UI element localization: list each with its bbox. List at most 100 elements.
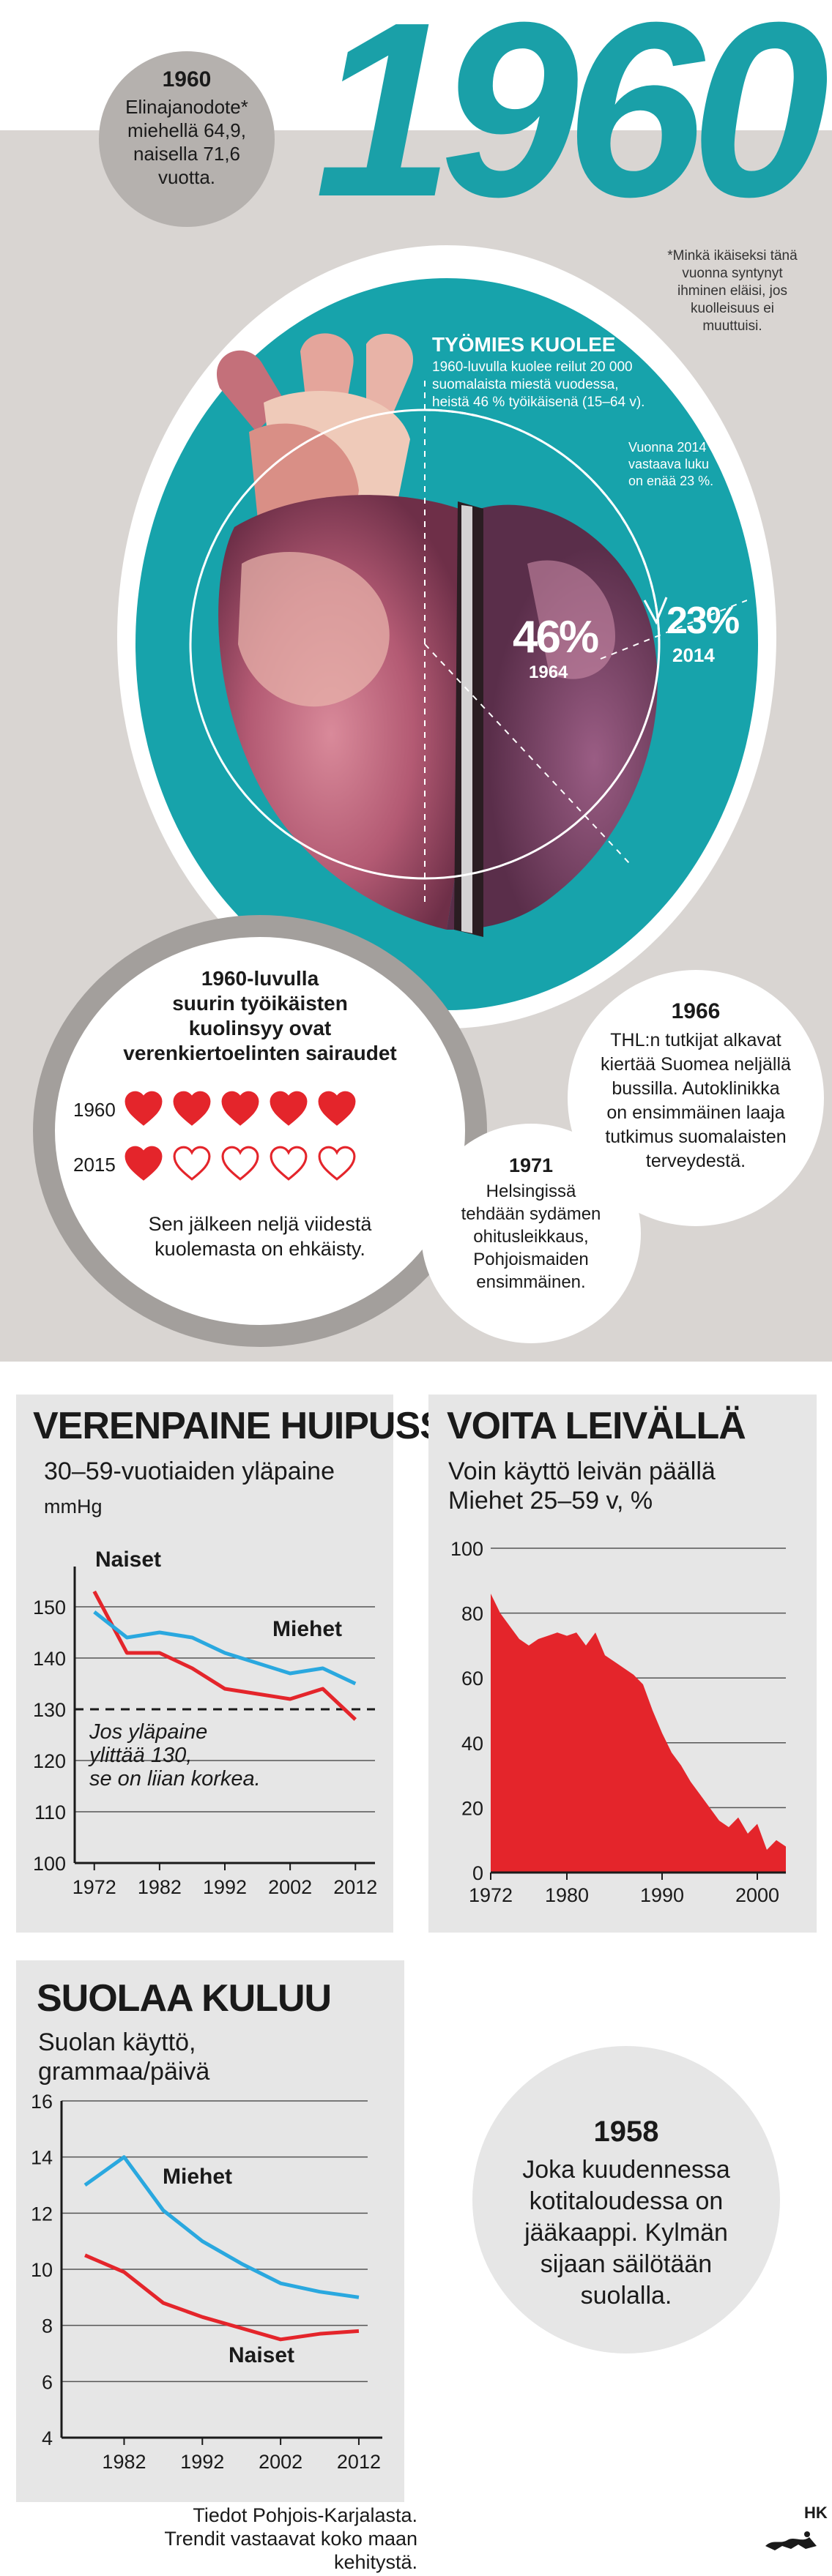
y-tick-label: 110 — [34, 1802, 66, 1823]
cause-footer-line: Sen jälkeen neljä viidestä — [148, 1213, 372, 1235]
heart-shape — [125, 1091, 163, 1126]
life-line: vuotta. — [157, 166, 216, 188]
bubble-line: ensimmäinen. — [476, 1272, 586, 1292]
bubble-1971-text: Helsingissä tehdään sydämen ohitusleikka… — [421, 1180, 641, 1293]
bubble-line: Pohjoismaiden — [473, 1250, 589, 1269]
life-expectancy-year: 1960 — [162, 67, 212, 92]
subtitle-line: Miehet 25–59 v, % — [448, 1487, 653, 1515]
blood-pressure-chart: 100 110 120 130 140 150 1972 1982 1992 2002 2012 Jo… — [33, 1548, 377, 1898]
x-tick-label: 1992 — [180, 2451, 224, 2473]
source-note: Tiedot Pohjois-Karjalasta. Trendit vasta… — [110, 2504, 417, 2574]
subtitle-line: Suolan käyttö, — [38, 2028, 196, 2056]
x-tick-label: 1982 — [102, 2451, 146, 2473]
heart-filled-icon — [173, 1091, 211, 1126]
heart-description: 1960-luvulla kuolee reilut 20 000 suomal… — [432, 359, 688, 411]
percentage-1964: 46% — [513, 612, 599, 662]
life-expectancy-bubble: 1960 Elinajanodote* miehellä 64,9, naise… — [99, 51, 275, 227]
artist-logo-icon — [765, 2531, 817, 2550]
footnote-line: *Minkä ikäiseksi tänä — [667, 248, 798, 264]
cause-bubble — [55, 937, 465, 1325]
life-expectancy-footnote: *Minkä ikäiseksi tänä vuonna syntynyt ih… — [659, 247, 806, 335]
chart-title: VERENPAINE HUIPUSSA — [33, 1405, 472, 1447]
y-tick-label: 14 — [31, 2147, 53, 2169]
cause-title-line: verenkiertoelinten sairaudet — [123, 1042, 397, 1064]
y-tick-label: 6 — [42, 2371, 53, 2393]
bubble-line: THL:n tutkijat alkavat — [610, 1030, 781, 1050]
bubble-line: tutkimus suomalaisten — [605, 1127, 787, 1147]
x-tick-label: 1972 — [469, 1884, 513, 1906]
x-tick-label: 2012 — [333, 1876, 377, 1898]
series-label-miehet: Miehet — [163, 2165, 232, 2189]
heart-headline: TYÖMIES KUOLEE — [432, 333, 616, 356]
heart-outline-icon — [173, 1146, 211, 1181]
bubble-line: jääkaappi. Kylmän — [524, 2219, 728, 2247]
y-tick-label: 4 — [42, 2427, 53, 2449]
year-1964-label: 1964 — [529, 662, 568, 682]
cause-title-line: kuolinsyy ovat — [188, 1017, 332, 1039]
bubble-1966-year: 1966 — [671, 999, 721, 1023]
y-tick-label: 8 — [42, 2315, 53, 2337]
bubble-line: kiertää Suomea neljällä — [601, 1054, 791, 1075]
blood-pressure-panel — [16, 1395, 393, 1933]
bubble-line: sijaan säilötään — [540, 2250, 713, 2278]
bubble-line: Joka kuudennessa — [522, 2156, 730, 2184]
source-line: Tiedot Pohjois-Karjalasta. — [193, 2504, 417, 2526]
note-line: Vuonna 2014 — [628, 440, 707, 455]
x-tick-label: 2002 — [259, 2451, 302, 2473]
heart-shape — [270, 1091, 308, 1126]
bubble-line: tehdään sydämen — [461, 1204, 601, 1224]
chart-title: VOITA LEIVÄLLÄ — [447, 1405, 746, 1447]
heart-text-line: suomalaista miestä vuodessa, — [432, 377, 619, 392]
heart-shape — [221, 1146, 259, 1181]
bubble-1971: 1971 Helsingissä tehdään sydämen ohitusl… — [421, 1124, 641, 1343]
y-tick-label: 10 — [31, 2259, 53, 2281]
cause-footer-line: kuolemasta on ehkäisty. — [155, 1238, 365, 1260]
heart-filled-icon — [221, 1091, 259, 1126]
subtitle-line: Voin käyttö leivän päällä — [448, 1457, 716, 1485]
heart-shape — [221, 1091, 259, 1126]
chart-subtitle: Suolan käyttö, grammaa/päivä — [38, 2028, 209, 2086]
year-2014-label: 2014 — [672, 644, 715, 666]
y-tick-label: 140 — [33, 1648, 66, 1670]
heart-shape — [125, 1146, 163, 1181]
cause-bubble-title: 1960-luvulla suurin työikäisten kuolinsy… — [88, 966, 432, 1066]
artist-signature: HK — [804, 2504, 828, 2522]
life-expectancy-text: Elinajanodote* miehellä 64,9, naisella 7… — [99, 95, 275, 189]
y-tick-label: 12 — [31, 2203, 53, 2225]
x-tick-label: 1992 — [203, 1876, 247, 1898]
heart-shape — [318, 1091, 356, 1126]
annotation-line: Jos yläpaine — [89, 1720, 207, 1744]
y-tick-label: 100 — [450, 1538, 483, 1560]
naiset-series-line — [92, 1590, 357, 1721]
cause-title-line: suurin työikäisten — [172, 992, 348, 1015]
x-tick-label: 2000 — [735, 1884, 779, 1906]
x-tick-label: 2012 — [337, 2451, 381, 2473]
y-tick-label: 80 — [461, 1603, 483, 1625]
percentage-2014: 23% — [666, 600, 740, 642]
y-tick-label: 150 — [33, 1597, 66, 1619]
annotation-line: ylittää 130, — [88, 1744, 192, 1767]
bubble-line: ohitusleikkaus, — [473, 1227, 589, 1247]
heart-filled-icon — [125, 1091, 163, 1126]
bubble-1958-year: 1958 — [593, 2116, 659, 2148]
footnote-line: vuonna syntynyt — [682, 266, 783, 281]
salt-chart: 4 6 8 10 12 14 16 1982 1992 2002 2012 Miehet Naiset — [31, 2091, 382, 2473]
hearts-row-1960: 1960 — [73, 1091, 366, 1130]
bubble-1966-text: THL:n tutkijat alkavat kiertää Suomea ne… — [568, 1028, 824, 1173]
heart-illustration — [216, 333, 658, 937]
y-tick-label: 120 — [33, 1750, 66, 1772]
chart-title: SUOLAA KULUU — [37, 1977, 332, 2020]
heart-filled-icon — [125, 1146, 163, 1181]
salt-panel — [16, 1960, 404, 2502]
note-line: on enää 23 %. — [628, 474, 714, 488]
bubble-1958-text: Joka kuudennessa kotitaloudessa on jääka… — [472, 2154, 780, 2312]
x-tick-label: 1972 — [73, 1876, 116, 1898]
heart-filled-icon — [318, 1091, 356, 1126]
y-tick-label: 16 — [31, 2091, 53, 2113]
heart-outline-icon — [318, 1146, 356, 1181]
naiset-series-line — [84, 2253, 360, 2342]
x-tick-label: 1990 — [640, 1884, 684, 1906]
miehet-series-line — [93, 1610, 357, 1686]
heart-outline-icon — [221, 1146, 259, 1181]
note-line: vastaava luku — [628, 457, 710, 471]
